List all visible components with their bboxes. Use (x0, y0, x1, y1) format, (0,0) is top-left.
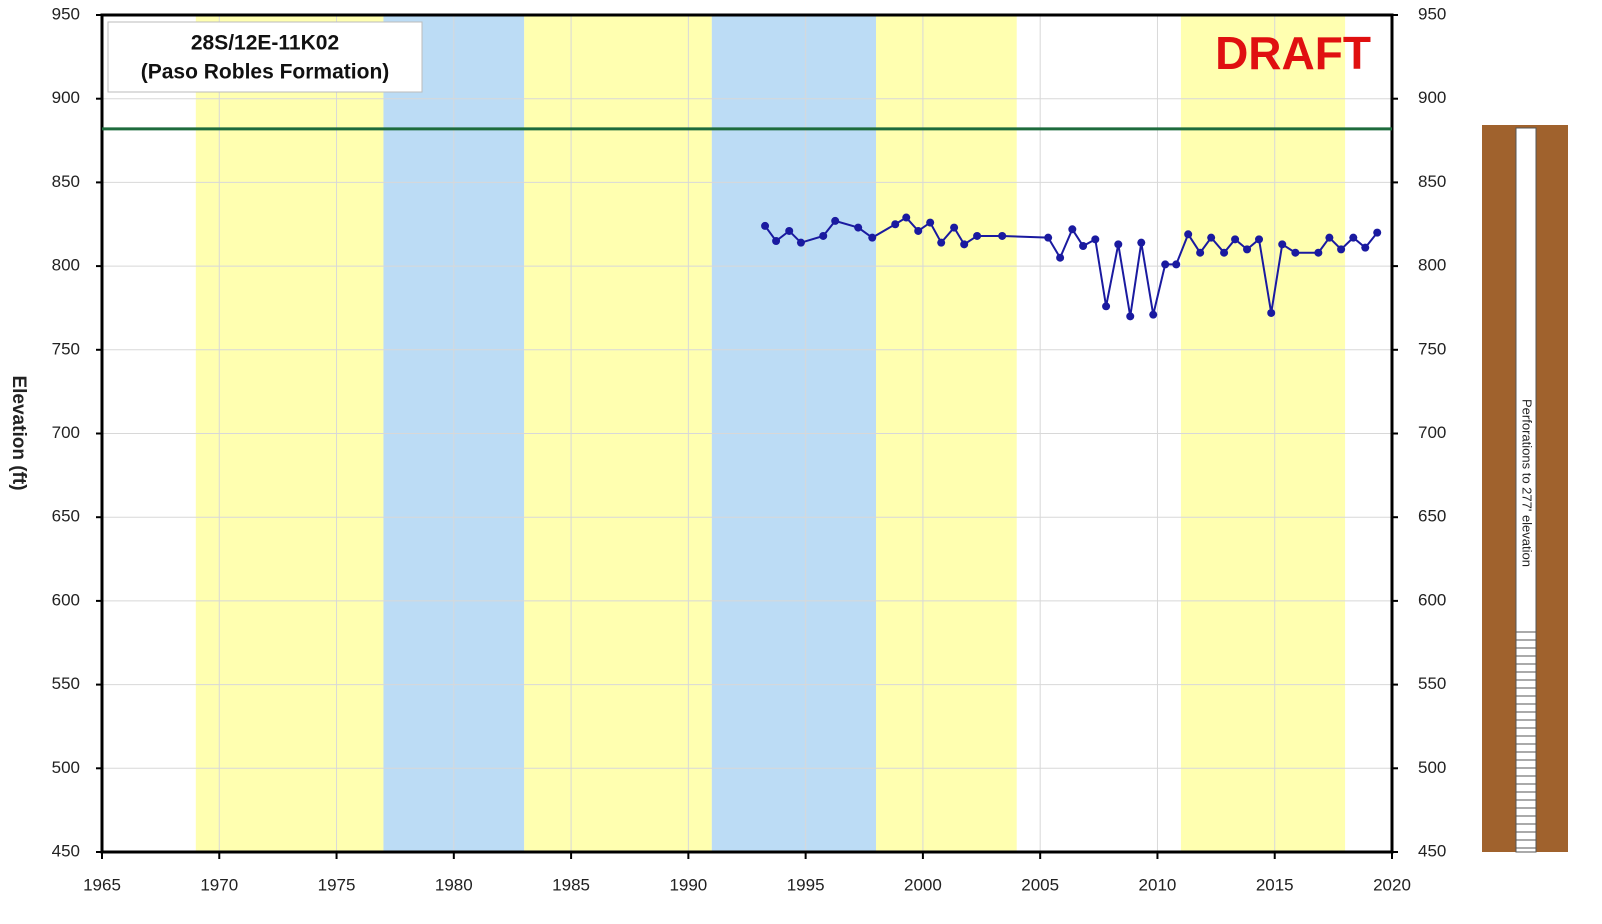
data-point (1291, 248, 1300, 257)
data-point (891, 220, 900, 229)
y-tick-label: 650 (52, 507, 80, 526)
data-point (1267, 308, 1276, 317)
y-axis-label: Elevation (ft) (8, 375, 29, 490)
draft-label: DRAFT (1215, 27, 1371, 79)
y2-tick-label: 850 (1418, 172, 1446, 191)
data-point (1079, 242, 1088, 251)
y2-tick-label: 950 (1418, 4, 1446, 23)
y-tick-label: 900 (52, 88, 80, 107)
data-point (761, 221, 770, 230)
x-tick-label: 1985 (552, 875, 590, 894)
data-point (1126, 312, 1135, 321)
data-point (1137, 238, 1146, 247)
data-point (1278, 240, 1287, 249)
x-tick-label: 1970 (200, 875, 238, 894)
x-tick-label: 1975 (318, 875, 356, 894)
data-point (1231, 235, 1240, 244)
y-tick-label: 600 (52, 590, 80, 609)
marks (102, 127, 1392, 321)
data-point (1056, 253, 1065, 262)
x-tick-label: 2015 (1256, 875, 1294, 894)
data-point (819, 231, 828, 240)
data-point (1207, 233, 1216, 242)
plot-frame (100, 13, 1394, 854)
data-point (868, 233, 877, 242)
y2-tick-label: 900 (1418, 88, 1446, 107)
y-tick-label: 850 (52, 172, 80, 191)
well-diagram: Perforations to 277' elevation (1482, 125, 1568, 853)
data-point (1161, 260, 1170, 269)
y2-tick-label: 550 (1418, 674, 1446, 693)
data-point (854, 223, 863, 232)
data-point (1220, 248, 1229, 257)
data-point (998, 231, 1007, 240)
data-point (831, 216, 840, 225)
data-point (1091, 235, 1100, 244)
data-point (1243, 245, 1252, 254)
data-point (973, 231, 982, 240)
y-tick-label: 700 (52, 423, 80, 442)
y2-tick-label: 500 (1418, 758, 1446, 777)
title-line: (Paso Robles Formation) (141, 61, 390, 84)
title-line: 28S/12E-11K02 (191, 32, 339, 55)
data-point (950, 223, 959, 232)
y-tick-label: 750 (52, 339, 80, 358)
x-tick-label: 1995 (787, 875, 825, 894)
data-point (1314, 248, 1323, 257)
data-point (1149, 310, 1158, 319)
data-point (1114, 240, 1123, 249)
data-point (1255, 235, 1264, 244)
data-point (960, 240, 969, 249)
data-point (926, 218, 935, 227)
x-tick-label: 2000 (904, 875, 942, 894)
data-point (1349, 233, 1358, 242)
y-tick-label: 800 (52, 256, 80, 275)
data-point (1373, 228, 1382, 237)
data-point (937, 238, 946, 247)
grid: 450 450 500 500 550 550 600 600 650 650 700 700 750 7… (52, 4, 1447, 894)
data-point (785, 226, 794, 235)
x-tick-label: 2010 (1139, 875, 1177, 894)
data-point (914, 226, 923, 235)
data-point (1044, 233, 1053, 242)
x-tick-label: 2005 (1021, 875, 1059, 894)
x-tick-label: 1965 (83, 875, 121, 894)
title-box (107, 21, 423, 93)
y-tick-label: 500 (52, 758, 80, 777)
well-bore (1515, 127, 1537, 853)
data-point (902, 213, 911, 222)
y-tick-label: 950 (52, 4, 80, 23)
y2-tick-label: 750 (1418, 339, 1446, 358)
well-screen (1516, 631, 1536, 849)
data-point (1325, 233, 1334, 242)
y-tick-label: 550 (52, 674, 80, 693)
data-point (1196, 248, 1205, 257)
data-point (1361, 243, 1370, 252)
y2-tick-label: 800 (1418, 256, 1446, 275)
y2-tick-label: 700 (1418, 423, 1446, 442)
x-tick-label: 1990 (669, 875, 707, 894)
y2-tick-label: 650 (1418, 507, 1446, 526)
y-tick-label: 450 (52, 841, 80, 860)
data-point (1102, 302, 1111, 311)
data-point (796, 238, 805, 247)
x-tick-label: 1980 (435, 875, 473, 894)
x-tick-label: 2020 (1373, 875, 1411, 894)
data-point (1337, 245, 1346, 254)
well-note: Perforations to 277' elevation (1520, 399, 1535, 567)
data-point (772, 236, 781, 245)
data-point (1172, 260, 1181, 269)
y2-tick-label: 450 (1418, 841, 1446, 860)
data-point (1184, 230, 1193, 239)
y2-tick-label: 600 (1418, 590, 1446, 609)
data-point (1068, 225, 1077, 234)
